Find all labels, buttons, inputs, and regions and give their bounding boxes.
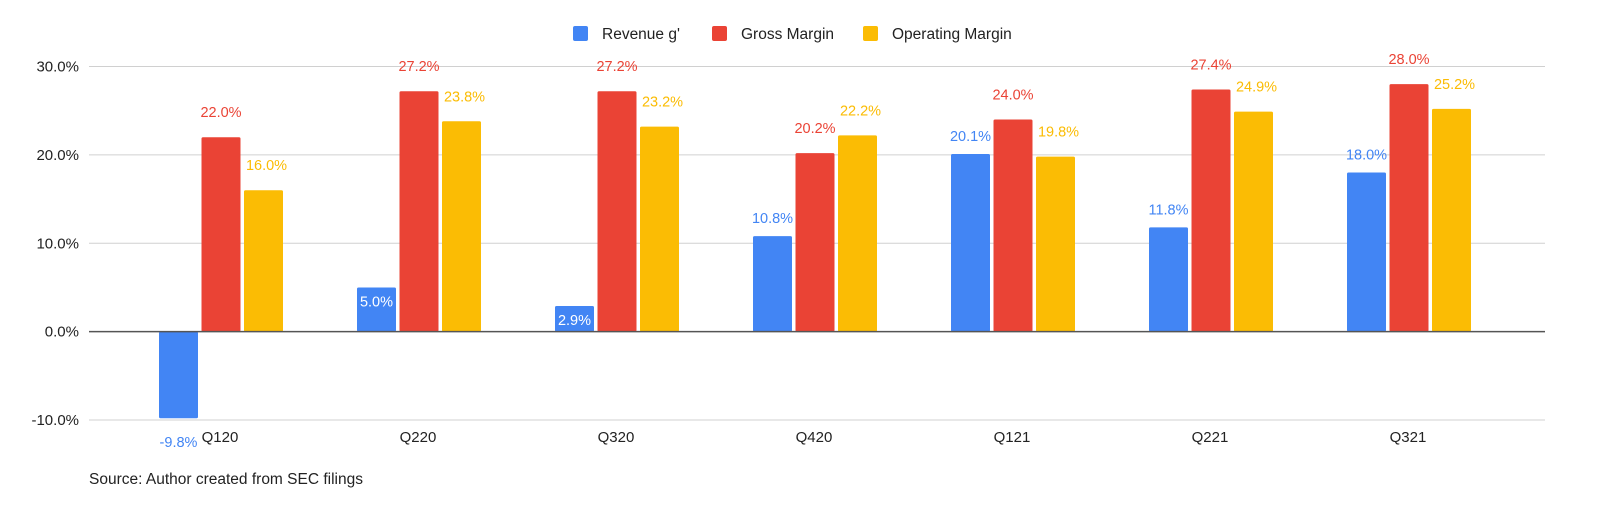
bar [399,91,439,332]
x-tick-label: Q220 [400,429,437,446]
data-label: 20.1% [950,129,991,145]
bar [993,119,1033,332]
data-label: 27.2% [398,59,439,75]
x-tick-label: Q120 [202,429,239,446]
bar [753,236,792,332]
data-label: 11.8% [1148,202,1188,218]
data-label: 25.2% [1434,77,1475,93]
data-label: 2.9% [558,313,591,329]
data-label: 16.0% [246,158,287,174]
legend-label: Operating Margin [892,26,1012,43]
legend-label: Revenue g' [602,26,680,43]
bar [1149,227,1188,332]
x-axis-ticks: Q120 Q220 Q320 Q420 Q121 Q221 Q321 [202,429,1427,446]
legend-swatch [712,26,727,41]
y-axis-ticks: 30.0% 20.0% 10.0% 0.0% -10.0% [31,59,79,430]
bar [1347,172,1386,332]
data-label: -9.8% [160,435,198,451]
bar [357,287,396,332]
bar [1432,108,1471,332]
bar [555,305,594,332]
data-label: 27.2% [596,59,637,75]
data-label: 22.2% [840,103,881,119]
x-tick-label: Q121 [994,429,1031,446]
bar [159,331,198,419]
data-labels: -9.8% 22.0% 16.0% 5.0% 27.2% 23.8% 2.9% 27.2% 23… [160,52,1476,451]
data-label: 22.0% [200,105,241,121]
bar [597,91,637,332]
data-label: 24.9% [1236,80,1277,96]
data-label: 23.2% [642,95,683,111]
bar [1234,111,1273,332]
y-tick-label: 30.0% [36,59,79,76]
legend-label: Gross Margin [741,26,834,43]
data-label: 19.8% [1038,125,1079,141]
data-label: 27.4% [1190,57,1231,73]
bar [795,153,835,332]
y-tick-label: -10.0% [31,412,79,429]
x-tick-label: Q321 [1390,429,1427,446]
y-tick-label: 20.0% [36,147,79,164]
bar [1036,156,1075,332]
bar [951,153,990,332]
data-label: 24.0% [992,88,1033,104]
data-label: 5.0% [360,294,393,310]
data-label: 18.0% [1346,148,1387,164]
bar [640,126,679,332]
bar [244,190,283,332]
data-label: 28.0% [1388,52,1429,68]
source-note: Source: Author created from SEC filings [89,471,363,488]
bar [201,137,241,332]
data-label: 23.8% [444,89,485,105]
x-tick-label: Q320 [598,429,635,446]
legend: Revenue g' Gross Margin Operating Margin [573,26,1012,43]
data-label: 10.8% [752,211,793,227]
legend-swatch [573,26,588,41]
bar [838,135,877,332]
x-tick-label: Q221 [1192,429,1229,446]
x-tick-label: Q420 [796,429,833,446]
bar [442,121,481,332]
bar [1389,84,1429,332]
bar [1191,89,1231,332]
y-tick-label: 10.0% [36,235,79,252]
bars [159,84,1471,419]
legend-swatch [863,26,878,41]
data-label: 20.2% [794,121,835,137]
y-tick-label: 0.0% [45,324,79,341]
